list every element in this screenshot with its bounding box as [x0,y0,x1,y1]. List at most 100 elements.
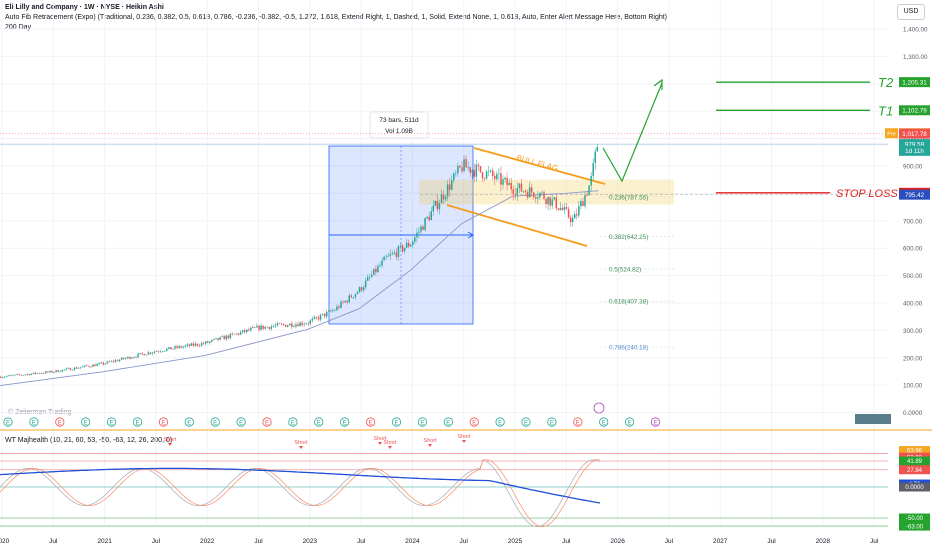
x-tick-label: 2028 [816,538,831,545]
y-tick-label: 400.00 [903,301,923,308]
candle-body [520,183,523,192]
osc-badge-label: 27.84 [907,468,923,474]
candle-body [182,346,184,348]
candle-body [498,173,500,174]
x-tick-label: Jul [254,538,263,545]
candle-body [451,180,453,190]
candle-body [553,197,555,200]
candle-body [362,287,365,291]
candle-body [360,287,363,291]
osc-badge [899,482,930,492]
candle-body [38,373,41,374]
candle-body [407,242,410,247]
osc-wave-1 [0,459,601,528]
x-tick-label: 2027 [713,538,728,545]
candle-body [2,377,4,378]
candle-body [0,376,2,378]
candle-body [543,192,545,199]
earnings-marker [391,417,402,427]
candle-body [88,366,90,367]
short-signal-marker [388,446,392,449]
candle-body [207,341,209,343]
candle-body [287,325,289,327]
candle-body [127,356,129,359]
earnings-marker [314,417,324,427]
short-signal-marker [168,443,172,446]
earnings-marker [340,417,350,427]
candle-body [233,333,236,335]
earnings-marker-label: E [420,420,424,426]
short-signal-label: Short [163,437,177,443]
candle-body [51,370,53,373]
price-badge [899,105,930,116]
earnings-marker-label: E [265,420,269,426]
candle-body [319,314,322,320]
earnings-marker [210,417,220,427]
candle-body [125,358,127,359]
fib-level-label: 0.618(407.38) [609,299,648,306]
candle-body [496,173,498,180]
x-tick-label: 2024 [405,538,420,545]
candle-body [295,324,297,327]
earnings-marker-label: E [576,420,580,426]
earnings-marker-label: E [653,420,657,426]
candle-body [469,167,471,173]
x-tick-label: 2026 [610,538,625,545]
candle-body [45,371,47,374]
y-tick-label: 500.00 [903,273,923,280]
candle-body [98,363,100,365]
short-signal-marker [299,446,303,449]
candle-body [428,216,430,221]
candle-body [483,178,486,179]
candle-body [231,333,234,335]
earnings-marker [158,417,168,427]
candle-body [379,265,381,267]
measure-vol-label: Vol 1.09B [385,128,413,135]
candle-body [116,360,119,362]
candle-body [526,192,529,198]
short-signal-marker [378,442,382,445]
candle-body [430,211,432,221]
candle-body [196,343,199,346]
candle-body [518,183,521,189]
candle-body [256,325,258,328]
candle-body [592,162,594,177]
candle-body [535,197,537,199]
osc-badge-label: 0.0000 [905,485,924,491]
candle-body [487,171,490,172]
candle-body [397,246,400,257]
earnings-marker [107,417,117,427]
earnings-marker [184,417,194,427]
candle-body [151,352,154,354]
candle-body [30,373,33,376]
candle-body [227,335,230,339]
candle-body [229,333,232,339]
candle-body [155,351,158,352]
pre-tag [885,128,898,139]
candle-body [485,171,488,179]
x-tick-label: 2022 [200,538,215,545]
candle-body [461,167,463,172]
short-signal-label: Short [373,436,387,442]
candle-body [157,351,160,352]
osc-badge-label: 41.89 [907,459,923,465]
flag-lower-line [446,204,588,247]
earnings-marker [599,417,609,427]
candle-body [100,362,102,364]
candle-body [276,323,279,326]
x-tick-label: 2020 [0,538,10,545]
candle-body [448,184,451,190]
candle-body [426,216,428,219]
candle-body [410,244,412,247]
earnings-marker [650,417,661,427]
candle-body [352,297,355,298]
candle-body [49,370,51,373]
candle-body [348,295,350,303]
currency-button[interactable]: USD [897,4,925,20]
candle-body [133,357,135,358]
candle-body [446,184,449,197]
candle-body [547,196,549,205]
candle-body [221,336,223,338]
x-tick-label: 2023 [303,538,318,545]
